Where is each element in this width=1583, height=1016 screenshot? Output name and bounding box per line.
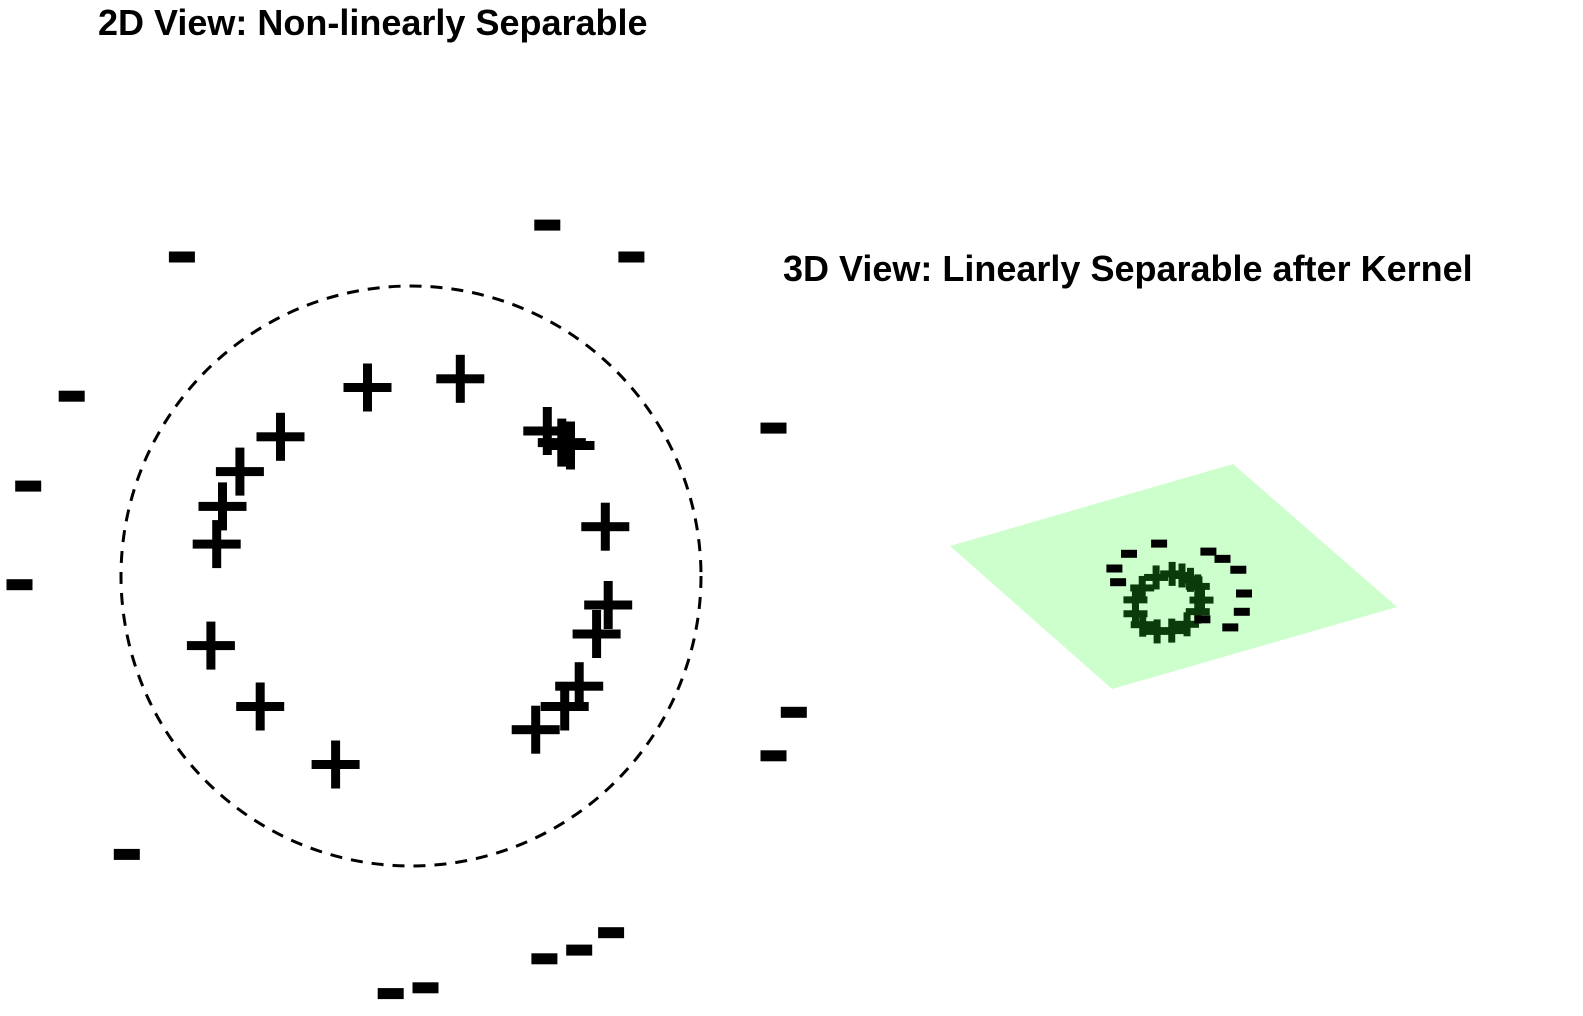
positive-point — [581, 502, 630, 551]
decision-boundary-circle — [119, 284, 703, 868]
positive-point-3d — [1145, 619, 1170, 644]
positive-point — [192, 520, 241, 569]
positive-point — [198, 482, 247, 531]
positive-point — [256, 412, 305, 461]
negative-point-3d — [1233, 607, 1250, 616]
negative-point — [377, 988, 404, 1000]
positive-point — [236, 682, 285, 731]
negative-point — [58, 390, 85, 402]
negative-point — [780, 706, 807, 718]
positive-point-3d — [1130, 612, 1155, 637]
negative-point-3d — [1214, 554, 1231, 563]
negative-point-3d — [1110, 578, 1127, 587]
positive-point-3d — [1159, 618, 1184, 643]
negative-point — [531, 953, 558, 965]
positive-point-3d — [1160, 561, 1185, 586]
positive-point — [523, 407, 572, 455]
negative-point-3d — [1230, 565, 1247, 574]
positive-point — [186, 621, 235, 670]
positive-point — [584, 581, 633, 629]
positive-point — [436, 354, 485, 403]
negative-point-3d — [1236, 589, 1252, 598]
negative-point — [760, 422, 787, 434]
negative-point — [760, 750, 787, 762]
positive-point-3d — [1178, 567, 1203, 592]
positive-point-3d — [1123, 601, 1148, 626]
positive-point-3d — [1189, 588, 1214, 613]
chart-3d-view — [950, 464, 1397, 689]
positive-point — [555, 662, 604, 711]
negative-point-3d — [1200, 547, 1217, 556]
negative-point-3d — [1121, 549, 1137, 558]
positive-point-3d — [1185, 599, 1210, 624]
positive-point — [343, 363, 392, 412]
negative-point-3d — [1151, 539, 1168, 548]
negative-point — [534, 219, 561, 231]
negative-point — [15, 480, 42, 492]
positive-point — [546, 421, 595, 470]
negative-point-3d — [1106, 564, 1123, 573]
positive-point — [311, 740, 360, 789]
positive-point — [215, 447, 264, 496]
positive-point-3d — [1185, 574, 1210, 599]
negative-point-3d — [1194, 615, 1211, 624]
negative-point — [598, 927, 625, 939]
positive-point — [540, 682, 589, 731]
positive-point-3d — [1144, 565, 1169, 590]
negative-point — [113, 848, 140, 860]
negative-point — [618, 251, 645, 263]
negative-point-3d — [1222, 623, 1239, 632]
negative-point — [6, 579, 33, 591]
positive-point-3d — [1130, 575, 1155, 600]
chart-2d-view — [6, 219, 807, 1000]
positive-point — [572, 610, 621, 658]
positive-point-3d — [1175, 612, 1200, 637]
panel-title-2d: 2D View: Non-linearly Separable — [98, 2, 648, 43]
negative-point — [412, 982, 439, 994]
positive-point-3d — [1123, 587, 1148, 612]
negative-point — [566, 944, 593, 956]
positive-point — [511, 705, 560, 754]
panel-title-3d: 3D View: Linearly Separable after Kernel — [783, 248, 1473, 289]
negative-point — [168, 251, 195, 263]
